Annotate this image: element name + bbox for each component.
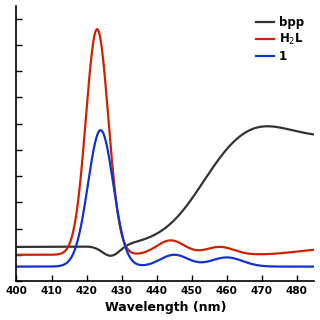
1 [313, 265, 316, 268]
H₂L [15, 253, 19, 257]
H₂L [160, 241, 164, 245]
bpp [15, 245, 19, 249]
bpp [266, 124, 269, 128]
X-axis label: Wavelength (nm): Wavelength (nm) [105, 301, 226, 315]
1 [99, 128, 102, 132]
1 [304, 265, 308, 268]
bpp [304, 131, 308, 135]
H₂L [249, 252, 253, 256]
Line: H₂L: H₂L [17, 29, 315, 255]
1 [152, 261, 156, 265]
1 [15, 265, 19, 268]
bpp [313, 132, 316, 136]
bpp [160, 229, 164, 233]
H₂L [304, 249, 308, 252]
Line: bpp: bpp [17, 126, 315, 256]
H₂L [304, 249, 308, 252]
1 [30, 265, 34, 268]
H₂L [152, 246, 156, 250]
bpp [249, 128, 253, 132]
bpp [108, 254, 112, 258]
H₂L [95, 27, 99, 31]
H₂L [313, 248, 316, 252]
H₂L [30, 253, 34, 257]
bpp [152, 233, 156, 237]
Line: 1: 1 [17, 130, 315, 267]
bpp [304, 131, 308, 135]
1 [304, 265, 308, 268]
bpp [30, 245, 34, 249]
Legend: bpp, H$_2$L, 1: bpp, H$_2$L, 1 [252, 12, 308, 68]
1 [249, 262, 253, 266]
1 [160, 257, 164, 261]
